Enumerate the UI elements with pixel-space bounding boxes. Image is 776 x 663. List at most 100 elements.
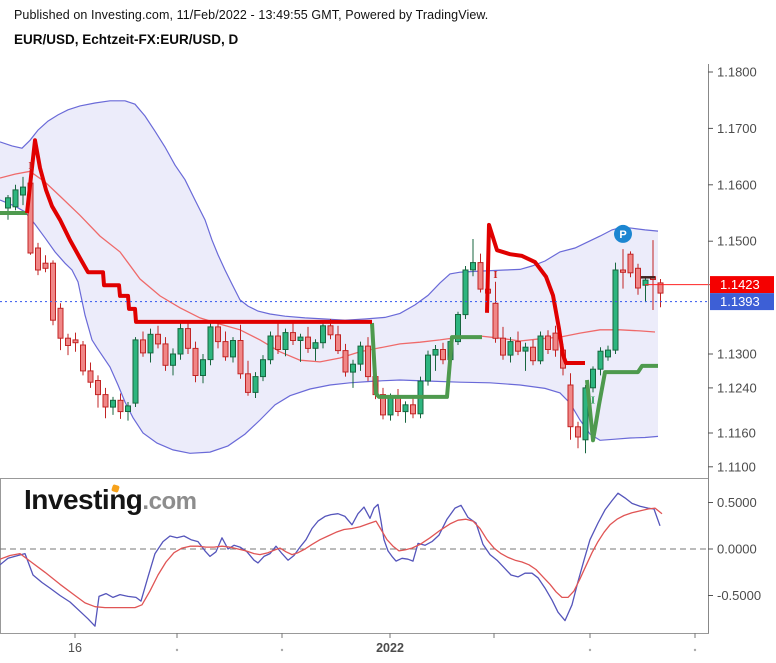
- oscillator-slow-line: [0, 507, 663, 609]
- candle-down: [530, 346, 536, 362]
- time-axis-minor-dot: [280, 648, 284, 652]
- candle-up: [432, 349, 439, 356]
- candle-down: [162, 343, 169, 366]
- candle-up: [522, 346, 529, 352]
- candle-down: [545, 335, 551, 350]
- symbol-title: EUR/USD, Echtzeit-FX:EUR/USD, D: [14, 32, 239, 47]
- candle-down: [72, 339, 79, 344]
- price-axis-label: 1.1800: [717, 65, 757, 80]
- candle-up: [282, 332, 289, 351]
- time-axis-minor-dot: [175, 648, 179, 652]
- candle-down: [440, 349, 446, 361]
- candle-up: [297, 336, 304, 342]
- current-price-label: 1.1393: [720, 294, 760, 309]
- candle-down: [635, 267, 641, 289]
- osc-axis-label: 0.0000: [717, 542, 757, 557]
- candle-up: [320, 325, 326, 344]
- time-axis-label: 16: [68, 641, 82, 655]
- trend-stop-green-line: [370, 322, 482, 399]
- candle-down: [155, 333, 161, 345]
- tradingview-chart-canvas[interactable]: I I I P 1.1800 1.1700 1.1600 1.1500 1.1300 1.1240…: [0, 60, 776, 663]
- trade-marker-icon-above: I: [493, 271, 497, 281]
- time-axis-label: 2022: [376, 641, 404, 655]
- candle-up: [597, 350, 604, 370]
- candle-down: [327, 325, 334, 336]
- time-axis-minor-dot: [693, 648, 697, 652]
- candle-up: [605, 349, 611, 358]
- price-axis-label: 1.1500: [717, 234, 757, 249]
- candle-down: [35, 247, 41, 271]
- candle-up: [170, 353, 176, 366]
- trade-marker-icon-above: I: [28, 162, 32, 172]
- price-axis-label: 1.1600: [717, 177, 757, 192]
- candle-up: [147, 333, 154, 354]
- candle-up: [132, 339, 139, 404]
- candle-up: [462, 269, 469, 316]
- published-info-line: Published on Investing.com, 11/Feb/2022 …: [14, 8, 489, 22]
- candle-down: [102, 394, 109, 408]
- candle-up: [200, 359, 206, 377]
- candle-up: [507, 341, 514, 356]
- candle-down: [57, 307, 64, 339]
- candle-down: [290, 332, 296, 342]
- candle-up: [402, 404, 409, 413]
- candle-up: [582, 387, 589, 441]
- candle-up: [642, 279, 649, 286]
- investing-logo-text: Investing: [24, 484, 143, 515]
- osc-axis-label: 0.5000: [717, 495, 757, 510]
- candle-up: [537, 335, 544, 362]
- last-price-label: 1.1423: [720, 277, 760, 292]
- osc-axis-label: -0.5000: [717, 588, 761, 603]
- trade-marker-icon-below: I: [591, 396, 595, 406]
- candle-up: [125, 405, 131, 412]
- candle-down: [215, 326, 221, 343]
- candle-down: [117, 399, 124, 413]
- candle-down: [95, 380, 101, 396]
- candle-down: [65, 337, 71, 347]
- candle-down: [50, 262, 56, 321]
- candle-down: [185, 328, 191, 349]
- candle-down: [192, 347, 199, 376]
- candle-up: [350, 363, 356, 373]
- candle-down: [42, 262, 49, 269]
- candle-down: [222, 341, 229, 358]
- candle-down: [140, 339, 146, 354]
- price-axis-label: 1.1160: [717, 426, 756, 441]
- trend-stop-green-line: [585, 363, 658, 443]
- trend-stop-red-line: [25, 138, 372, 324]
- candle-down: [237, 340, 244, 375]
- current-price-label-bg: [710, 293, 774, 311]
- candle-down: [477, 262, 484, 290]
- candle-up: [590, 368, 596, 389]
- candle-down: [575, 426, 581, 438]
- candle-down: [342, 350, 349, 373]
- candle-down: [245, 373, 251, 393]
- candle-down: [515, 341, 521, 352]
- candle-down: [410, 404, 416, 415]
- candle-up: [177, 328, 184, 355]
- candle-down: [335, 334, 341, 352]
- bollinger-lower-line: [0, 199, 659, 454]
- trend-stop-red-line: [485, 222, 585, 365]
- candle-up: [12, 189, 19, 208]
- investing-logo-suffix: .com: [142, 488, 197, 515]
- candle-up: [425, 354, 431, 382]
- candle-down: [80, 344, 86, 372]
- candle-up: [252, 376, 259, 393]
- last-price-label-bg: [710, 276, 774, 294]
- candle-up: [312, 342, 319, 349]
- candle-up: [470, 262, 476, 271]
- candle-up: [230, 340, 236, 358]
- price-axis-label: 1.1700: [717, 121, 757, 136]
- time-axis-minor-dot: [588, 648, 592, 652]
- bollinger-upper-line: [0, 100, 659, 321]
- candle-down: [305, 336, 311, 349]
- price-axis-label: 1.1300: [717, 347, 757, 362]
- candle-down: [365, 345, 371, 378]
- investing-logo: Investing.com: [24, 484, 197, 516]
- price-axis-label: 1.1240: [717, 380, 757, 395]
- p-badge-icon: [614, 224, 632, 243]
- candle-up: [207, 326, 214, 361]
- chart-area[interactable]: I I I P 1.1800 1.1700 1.1600 1.1500 1.1300 1.1240…: [0, 60, 776, 663]
